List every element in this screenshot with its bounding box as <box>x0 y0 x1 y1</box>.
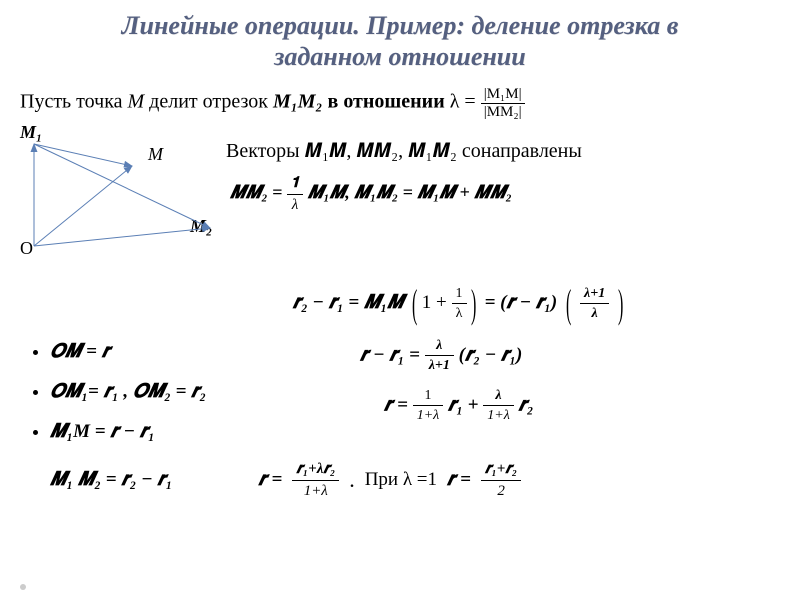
right-equations: 𝒓 − 𝒓₁ = λ λ+1 (𝒓₂ − 𝒓₁) 𝒓 = 1 1+λ 𝒓₁ + … <box>360 338 534 438</box>
footer-dot <box>20 584 26 590</box>
eq-r-minus-r1: 𝒓 − 𝒓₁ = λ λ+1 (𝒓₂ − 𝒓₁) <box>360 338 534 374</box>
slide-title: Линейные операции. Пример: деление отрез… <box>20 10 780 72</box>
bullet-4: 𝑴₁ 𝑴₂ = 𝒓₂ − 𝒓₁ 𝒓 = 𝒓₁+λ𝒓₂ 1+λ . При λ =… <box>50 461 780 499</box>
codirectional-text: Векторы 𝑴₁𝑴, 𝑴𝑴₂, 𝑴₁𝑴₂ сонаправлены <box>226 140 780 163</box>
eq-main: 𝒓₂ − 𝒓₁ = 𝑴₁𝑴 (1 + 1 λ ) = (𝒓 − 𝒓₁) ( λ+… <box>140 280 780 327</box>
diagram-svg <box>20 126 220 266</box>
eq-r-combination: 𝒓 = 1 1+λ 𝒓₁ + λ 1+λ 𝒓₂ <box>384 388 534 424</box>
intro-line: Пусть точка M делит отрезок M₁M₂ в отнош… <box>20 86 780 120</box>
eq-mm2: 𝑴𝑴₂ = 𝟏 λ 𝑴₁𝑴, 𝑴₁𝑴₂ = 𝑴₁𝑴 + 𝑴𝑴₂ <box>230 175 780 213</box>
vector-diagram: M₁ M M₂ O <box>20 126 220 266</box>
